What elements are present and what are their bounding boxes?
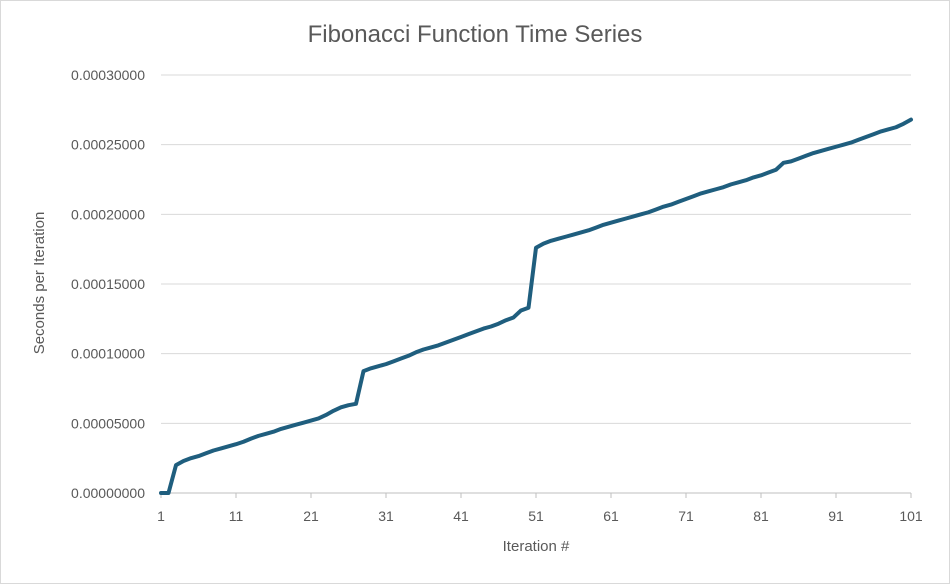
x-tick-label: 91 [828, 508, 844, 524]
x-tick-label: 101 [899, 508, 923, 524]
y-tick-label: 0.00015000 [71, 276, 145, 292]
x-tick-label: 81 [753, 508, 769, 524]
y-axis-ticks: 0.00000000 0.00005000 0.00010000 0.00015000… [71, 67, 145, 501]
x-tick-label: 1 [157, 508, 165, 524]
series-layer [159, 117, 913, 495]
gridlines [161, 74, 911, 424]
y-tick-label: 0.00000000 [71, 485, 145, 501]
x-axis-label: Iteration # [503, 538, 570, 555]
x-tick-label: 41 [453, 508, 469, 524]
x-tick-label: 11 [229, 508, 244, 524]
y-tick-label: 0.00010000 [71, 346, 145, 362]
x-tick-label: 31 [378, 508, 394, 524]
x-axis-ticks: 1 11 21 31 41 51 61 71 81 91 101 [157, 493, 923, 524]
y-tick-label: 0.00005000 [71, 415, 145, 431]
y-tick-label: 0.00030000 [71, 67, 145, 83]
x-tick-label: 21 [303, 508, 319, 524]
series-line [159, 117, 913, 495]
y-tick-label: 0.00025000 [71, 137, 145, 153]
x-tick-label: 51 [528, 508, 544, 524]
y-tick-label: 0.00020000 [71, 206, 145, 222]
chart-title: Fibonacci Function Time Series [308, 21, 643, 48]
x-tick-label: 61 [603, 508, 619, 524]
x-tick-label: 71 [678, 508, 694, 524]
y-axis-label: Seconds per Iteration [31, 212, 48, 355]
